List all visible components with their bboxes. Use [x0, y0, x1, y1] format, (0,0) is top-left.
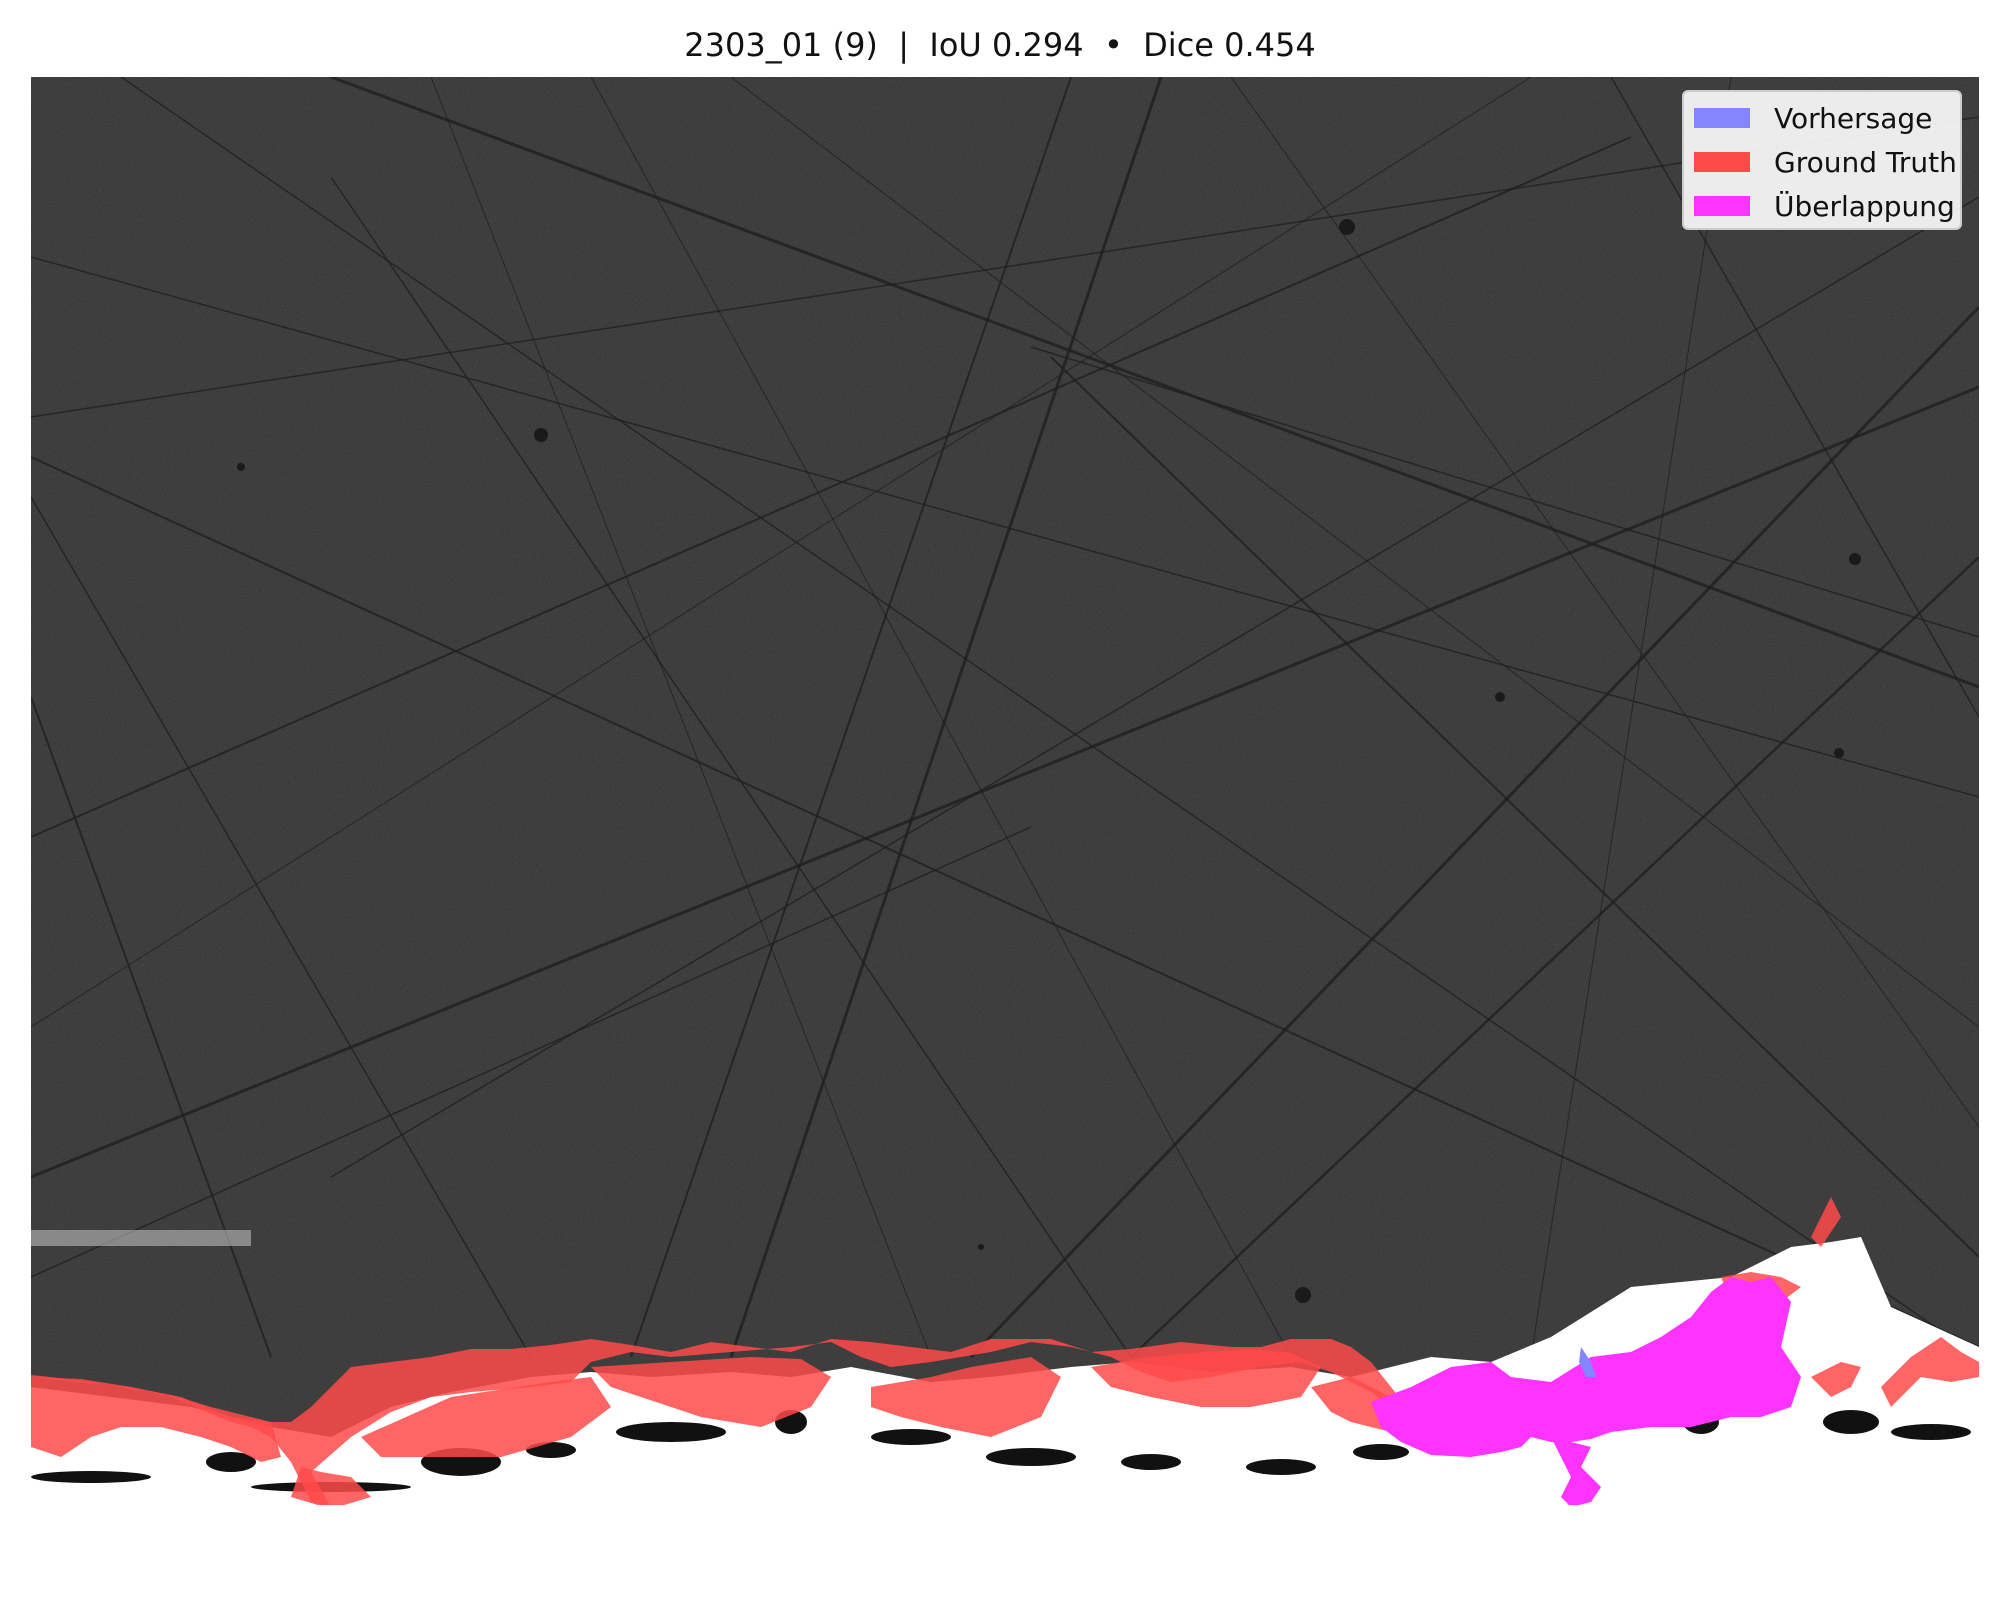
legend: Vorhersage Ground Truth Überlappung	[1682, 90, 1962, 230]
legend-item-overlap: Überlappung	[1694, 189, 1955, 223]
legend-swatch-ground-truth	[1694, 152, 1750, 172]
surface-scratches	[31, 77, 1979, 1359]
micrograph-figure	[31, 77, 1979, 1505]
figure-title: 2303_01 (9) | IoU 0.294 • Dice 0.454	[684, 26, 1316, 64]
ground-truth-mask	[31, 1197, 1979, 1505]
prediction-mask	[1579, 1347, 1596, 1377]
legend-swatch-prediction	[1694, 108, 1750, 128]
legend-label-overlap: Überlappung	[1774, 189, 1955, 223]
legend-label-prediction: Vorhersage	[1774, 101, 1933, 135]
light-streak	[31, 1230, 251, 1246]
legend-item-prediction: Vorhersage	[1694, 101, 1933, 135]
legend-label-ground-truth: Ground Truth	[1774, 145, 1957, 179]
surface-pits	[237, 219, 1861, 1303]
micrograph-image	[31, 77, 1979, 1505]
surface-grain	[31, 77, 1979, 1505]
legend-item-ground-truth: Ground Truth	[1694, 145, 1957, 179]
legend-swatch-overlap	[1694, 196, 1750, 216]
